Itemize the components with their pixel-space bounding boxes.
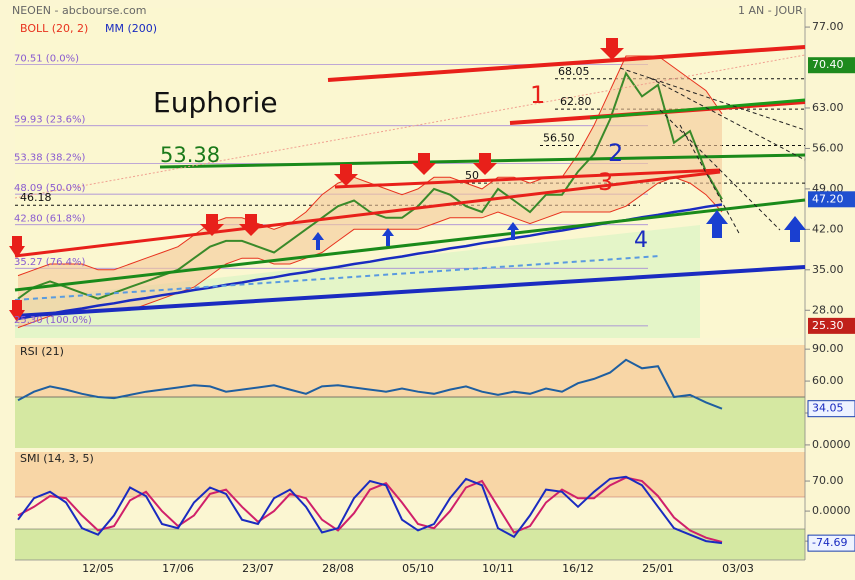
fibonacci-label: 25.30 (100.0%) <box>14 315 92 326</box>
down-arrow <box>9 300 25 322</box>
down-arrow <box>334 164 358 186</box>
up-arrow <box>312 232 324 250</box>
y-tick-label: 0.0000 <box>812 504 851 517</box>
annotation: 3 <box>598 168 613 196</box>
trend-line <box>327 45 806 82</box>
series-line <box>17 475 723 545</box>
smi-zone-high <box>15 452 805 497</box>
y-tick-label: 60.00 <box>812 374 844 387</box>
trend-line <box>14 198 806 292</box>
x-tick-label: 05/10 <box>402 562 434 575</box>
annotation: 2 <box>608 139 623 167</box>
down-arrow <box>600 38 624 60</box>
x-tick-label: 12/05 <box>82 562 114 575</box>
y-tick-label: 42.00 <box>812 222 844 235</box>
level-label: 50 <box>465 169 479 182</box>
data-layer <box>15 26 810 545</box>
y-tick-label: 70.00 <box>812 474 844 487</box>
last-value-label: -74.69 <box>812 536 847 549</box>
down-arrow <box>412 153 436 175</box>
price-tag-label: 47.20 <box>812 192 844 205</box>
fibonacci-label: 42.80 (61.8%) <box>14 214 85 225</box>
price-tag <box>808 317 855 334</box>
x-tick-label: 28/08 <box>322 562 354 575</box>
legend-entry: BOLL (20, 2) <box>20 22 88 35</box>
label-layer: 28.0035.0042.0049.0056.0063.0077.0070.51… <box>14 20 855 575</box>
annotation: 1 <box>530 81 545 109</box>
rsi-zone-high <box>15 345 805 397</box>
fibonacci-label: 70.51 (0.0%) <box>14 54 79 65</box>
x-tick-label: 10/11 <box>482 562 514 575</box>
last-value-label: 34.05 <box>812 402 844 415</box>
up-arrow <box>706 210 728 238</box>
trend-line <box>589 98 806 120</box>
x-tick-label: 03/03 <box>722 562 754 575</box>
trend-line <box>14 265 806 318</box>
trend-line <box>659 109 781 231</box>
rsi-zone-low <box>15 397 805 448</box>
boll-band <box>18 56 722 328</box>
level-label: 46.18 <box>20 191 52 204</box>
down-arrows <box>9 38 624 322</box>
y-tick-label: 0.0000 <box>812 438 851 451</box>
x-tick-label: 23/07 <box>242 562 274 575</box>
annotation: 4 <box>634 228 648 253</box>
y-tick-label: 56.00 <box>812 141 844 154</box>
trend-line <box>334 168 721 189</box>
price-tag-label: 70.40 <box>812 58 844 71</box>
y-tick-label: 90.00 <box>812 342 844 355</box>
y-tick-label: 63.00 <box>812 101 844 114</box>
zone <box>15 225 700 338</box>
fibonacci-label: 59.93 (23.6%) <box>14 115 85 126</box>
trend-line <box>14 54 806 199</box>
down-arrow <box>239 214 263 236</box>
level-label: 62.80 <box>560 95 592 108</box>
boll-upper <box>17 55 723 277</box>
down-arrow <box>9 236 25 258</box>
legend-entry: MM (200) <box>105 22 157 35</box>
y-tick-label: 28.00 <box>812 303 844 316</box>
level-label: 56.50 <box>543 132 575 145</box>
x-tick-label: 25/01 <box>642 562 674 575</box>
y-tick-label: 77.00 <box>812 20 844 33</box>
y-tick-label: 35.00 <box>812 263 844 276</box>
x-tick-label: 17/06 <box>162 562 194 575</box>
trend-line <box>619 67 806 131</box>
header-title: NEOEN - abcbourse.com <box>12 4 146 17</box>
trend-line <box>649 77 806 161</box>
series-line <box>17 476 723 543</box>
up-arrow <box>784 216 806 242</box>
up-arrow <box>507 222 519 240</box>
fibonacci-label: 53.38 (38.2%) <box>14 153 85 164</box>
price-line <box>17 358 723 410</box>
annotation: 53.38 <box>160 143 220 167</box>
last-value-box <box>807 400 855 418</box>
last-value-box <box>807 534 855 552</box>
up-arrows <box>312 210 806 250</box>
header-period: 1 AN - JOUR <box>738 4 803 17</box>
down-arrow <box>473 153 497 175</box>
trend-line <box>14 170 721 258</box>
down-arrow <box>200 214 224 236</box>
up-arrow <box>382 228 394 246</box>
panel-label: RSI (21) <box>20 345 64 358</box>
panel-label: SMI (14, 3, 5) <box>20 452 94 465</box>
annotation: Euphorie <box>153 86 278 119</box>
smi-zone-low <box>15 529 805 560</box>
price-line <box>17 71 723 300</box>
fibonacci-label: 48.09 (50.0%) <box>14 183 85 194</box>
price-tag <box>808 191 855 208</box>
level-label: 68.05 <box>558 65 590 78</box>
price-tag-label: 25.30 <box>812 319 844 332</box>
x-tick-label: 16/12 <box>562 562 594 575</box>
fibonacci-label: 35.27 (76.4%) <box>14 257 85 268</box>
price-tag <box>808 57 855 74</box>
